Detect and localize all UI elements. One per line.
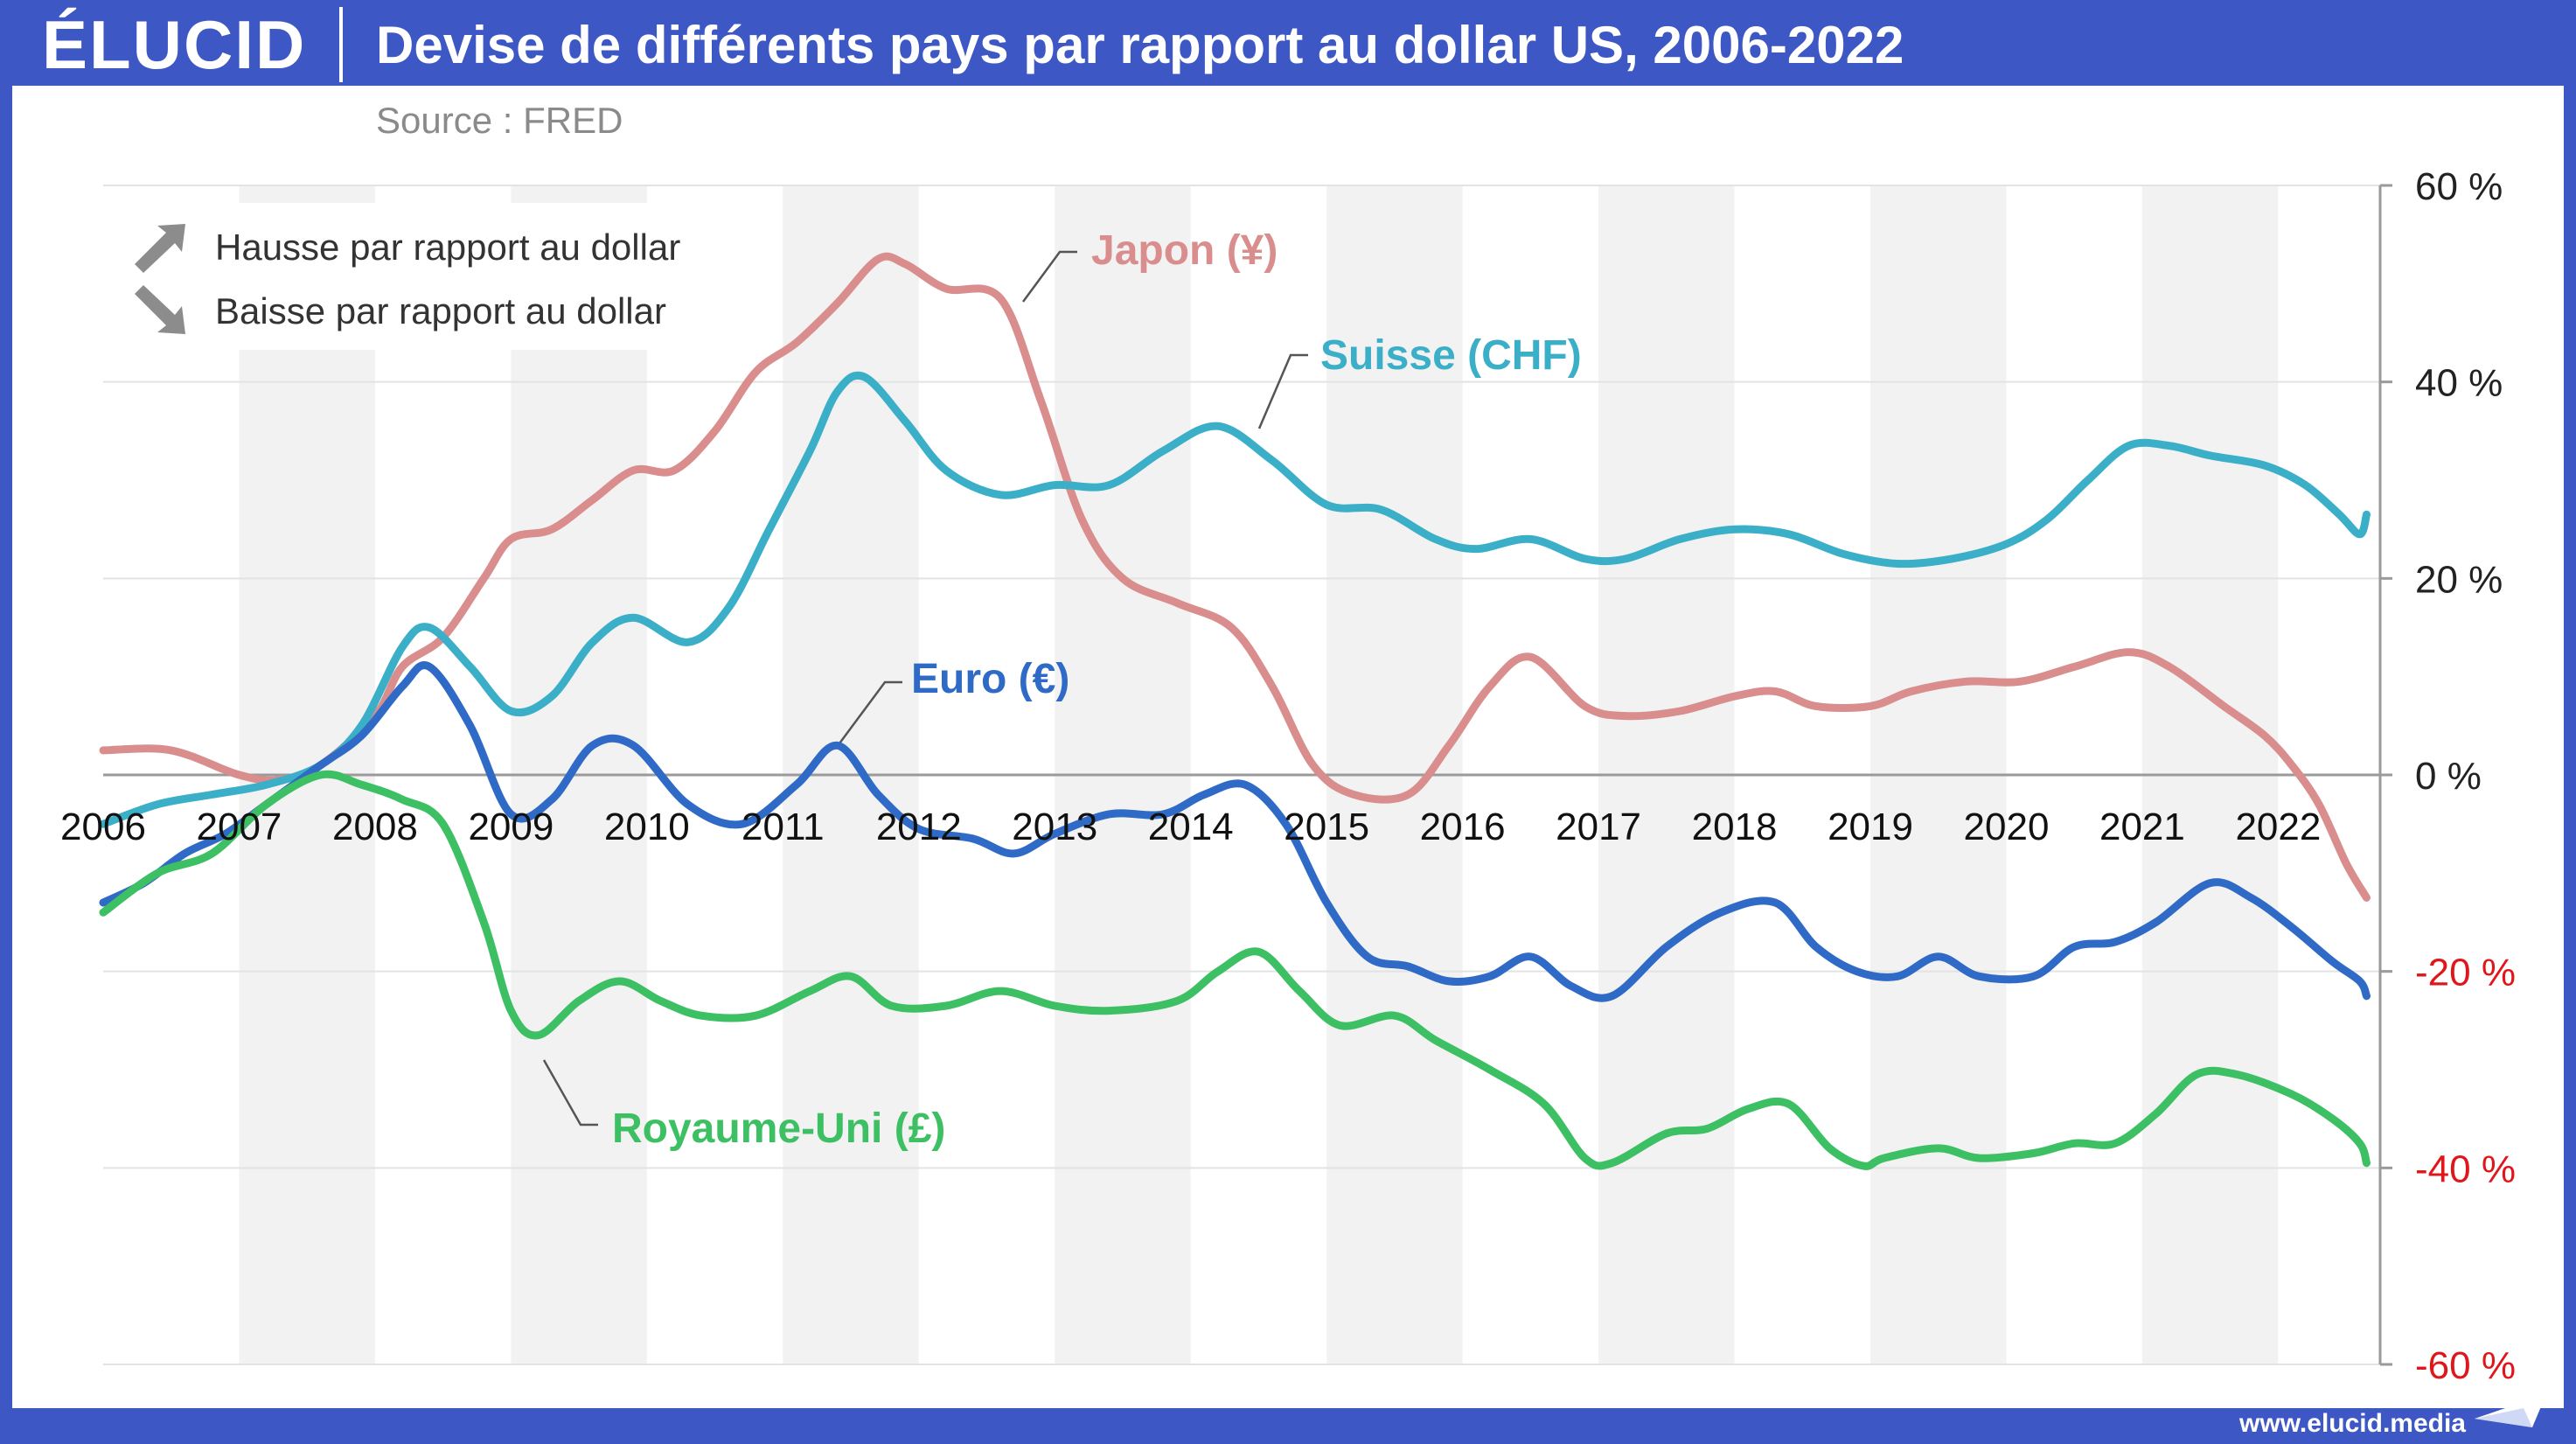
x-tick-label: 2014 — [1148, 806, 1234, 848]
x-tick-label: 2017 — [1556, 806, 1641, 848]
y-tick-label: 0 % — [2415, 755, 2482, 798]
x-tick-label: 2011 — [741, 806, 825, 848]
x-axis-ticks: 2006 2007 2008 2009 2010 2011 2012 2013 2014 2015… — [60, 806, 2321, 848]
legend: Hausse par rapport au dollar Baisse par … — [112, 203, 750, 350]
y-tick-label: 60 % — [2415, 165, 2503, 208]
x-tick-label: 2013 — [1012, 806, 1097, 848]
label-leaders — [542, 250, 1308, 1127]
label-leader — [1021, 250, 1077, 303]
series-label: Euro (€) — [911, 656, 1069, 702]
x-tick-label: 2021 — [2099, 806, 2185, 848]
arrow-up-right-icon — [135, 224, 185, 273]
header-bar: ÉLUCID Devise de différents pays par rap… — [0, 0, 2576, 86]
series-line-3 — [99, 770, 2371, 1170]
page-title: Devise de différents pays par rapport au… — [376, 16, 1904, 74]
x-tick-label: 2016 — [1420, 806, 1506, 848]
y-tick-label: 20 % — [2415, 558, 2503, 601]
label-leader — [838, 680, 902, 744]
x-tick-label: 2022 — [2235, 806, 2321, 848]
x-tick-label: 2012 — [876, 806, 962, 848]
x-tick-label: 2009 — [468, 806, 553, 848]
logo: ÉLUCID — [42, 6, 307, 83]
x-tick-label: 2019 — [1828, 806, 1913, 848]
series-label: Japon (¥) — [1091, 227, 1278, 274]
x-tick-label: 2018 — [1692, 806, 1778, 848]
header-divider — [339, 7, 343, 82]
x-tick-label: 2007 — [197, 806, 282, 848]
series-labels: Japon (¥) Suisse (CHF) Euro (€) Royaume-Uni… — [612, 227, 1582, 1152]
label-leader — [542, 1059, 598, 1127]
label-leader — [1257, 353, 1308, 429]
series-label: Royaume-Uni (£) — [612, 1106, 945, 1152]
legend-box — [112, 203, 750, 350]
arrow-down-right-icon — [135, 285, 185, 334]
x-tick-label: 2008 — [332, 806, 418, 848]
y-tick-label: 40 % — [2415, 362, 2503, 405]
paper-plane-icon — [2475, 1394, 2546, 1427]
footer-url[interactable]: www.elucid.media — [2239, 1409, 2466, 1438]
source-note: Source : FRED — [376, 100, 623, 141]
x-tick-label: 2010 — [604, 806, 690, 848]
y-tick-label: -40 % — [2415, 1148, 2516, 1190]
x-tick-label: 2020 — [1964, 806, 2050, 848]
legend-up-label: Hausse par rapport au dollar — [215, 227, 680, 268]
y-tick-label: -20 % — [2415, 952, 2516, 994]
series-line-1 — [99, 371, 2371, 828]
series-lines — [99, 252, 2371, 1170]
series-label: Suisse (CHF) — [1320, 332, 1582, 379]
series-line-0 — [99, 252, 2371, 902]
x-tick-label: 2006 — [60, 806, 146, 848]
series-line-2 — [99, 661, 2371, 1002]
x-tick-label: 2015 — [1284, 806, 1369, 848]
y-axis-ticks: 60 % 40 % 20 % 0 % -20 % -40 % -60 % — [2415, 165, 2516, 1387]
legend-down-label: Baisse par rapport au dollar — [215, 290, 666, 331]
axes — [103, 184, 2392, 1366]
y-tick-label: -60 % — [2415, 1344, 2516, 1387]
